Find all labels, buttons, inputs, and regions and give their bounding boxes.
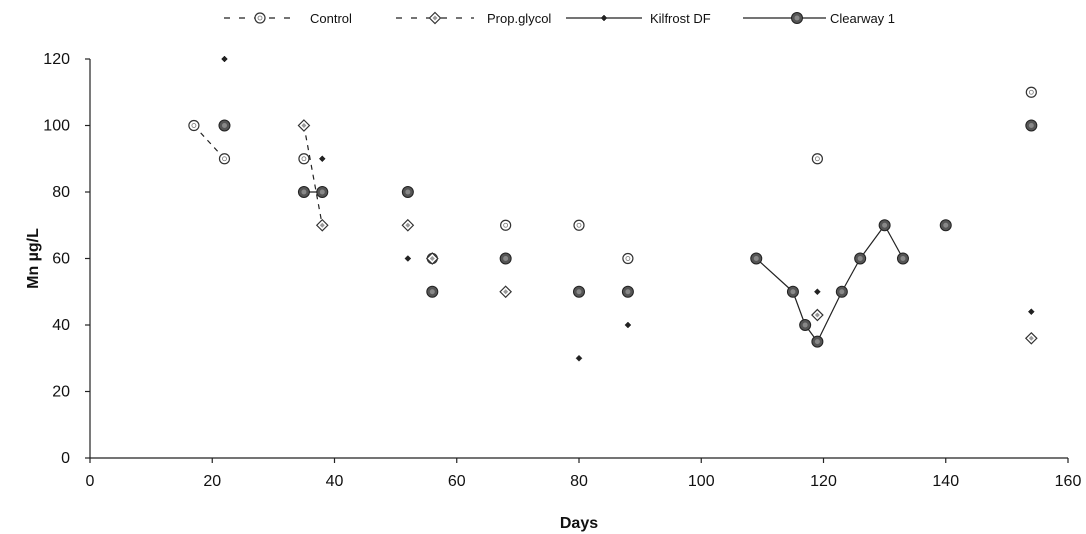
legend-label-prop-glycol: Prop.glycol bbox=[487, 11, 551, 26]
x-tick-label: 40 bbox=[326, 473, 344, 490]
clearway-1-point bbox=[621, 285, 634, 298]
y-tick-label: 60 bbox=[52, 251, 70, 268]
clearway-1-point bbox=[786, 285, 799, 298]
x-tick-label: 0 bbox=[86, 473, 95, 490]
kilfrost-df-point bbox=[318, 155, 326, 163]
y-tick-label: 80 bbox=[52, 184, 70, 201]
prop-glycol-line-segment bbox=[303, 125, 323, 226]
x-tick-label: 120 bbox=[810, 473, 837, 490]
legend-marker-control bbox=[254, 12, 266, 24]
control-point bbox=[298, 153, 310, 165]
control-point bbox=[188, 119, 200, 132]
prop-glycol-point bbox=[297, 119, 311, 132]
clearway-1-point bbox=[878, 219, 891, 232]
x-axis-ticks: 0 20 40 60 80 100 120 140 160 bbox=[86, 458, 1082, 490]
clearway-1-point bbox=[811, 335, 824, 348]
legend-item-clearway-1: Clearway 1 bbox=[743, 11, 895, 26]
control-point bbox=[500, 219, 512, 231]
clearway-1-line-segment bbox=[884, 224, 904, 259]
clearway-1-line-segment bbox=[755, 258, 794, 293]
x-axis-title: Days bbox=[560, 515, 598, 532]
prop-glycol-point bbox=[315, 218, 329, 232]
clearway-1-point bbox=[316, 186, 329, 198]
x-tick-label: 60 bbox=[448, 473, 466, 490]
x-tick-label: 160 bbox=[1055, 473, 1082, 490]
clearway-1-point bbox=[835, 285, 848, 298]
series-points bbox=[188, 55, 1038, 362]
clearway-1-point bbox=[297, 186, 310, 198]
y-tick-label: 100 bbox=[43, 118, 70, 135]
legend-label-control: Control bbox=[310, 11, 352, 26]
x-tick-label: 140 bbox=[932, 473, 959, 490]
y-axis-title: Mn µg/L bbox=[25, 228, 42, 289]
clearway-1-point bbox=[939, 219, 952, 232]
clearway-1-point bbox=[799, 319, 812, 331]
chart-legend: Control Prop.glycol Kilfrost DF Clearway 1 bbox=[224, 11, 895, 26]
legend-item-control: Control bbox=[224, 11, 352, 26]
kilfrost-df-point bbox=[1027, 308, 1035, 316]
clearway-1-point bbox=[426, 285, 439, 298]
x-tick-label: 100 bbox=[688, 473, 715, 490]
clearway-1-line-segment bbox=[841, 258, 861, 293]
control-point bbox=[811, 153, 823, 165]
clearway-1-point bbox=[750, 252, 763, 265]
clearway-1-point bbox=[854, 252, 867, 265]
legend-label-clearway-1: Clearway 1 bbox=[830, 11, 895, 26]
control-line-segment bbox=[193, 125, 225, 160]
x-tick-label: 20 bbox=[203, 473, 221, 490]
control-point bbox=[218, 153, 231, 165]
prop-glycol-point bbox=[811, 308, 824, 322]
legend-item-kilfrost-df: Kilfrost DF bbox=[566, 11, 711, 26]
kilfrost-df-point bbox=[814, 288, 821, 296]
y-axis-ticks: 0 20 40 60 80 100 120 bbox=[43, 51, 90, 467]
legend-item-prop-glycol: Prop.glycol bbox=[396, 11, 551, 26]
y-tick-label: 40 bbox=[52, 317, 70, 334]
kilfrost-df-point bbox=[624, 321, 632, 329]
control-point bbox=[573, 219, 585, 231]
kilfrost-df-point bbox=[404, 255, 412, 262]
clearway-1-line-segment bbox=[816, 291, 843, 342]
clearway-1-point bbox=[401, 186, 414, 198]
control-point bbox=[1025, 86, 1037, 98]
clearway-1-point bbox=[573, 285, 585, 298]
chart-axes bbox=[89, 59, 1068, 459]
y-tick-label: 0 bbox=[61, 450, 70, 467]
y-tick-label: 120 bbox=[43, 51, 70, 68]
x-tick-label: 80 bbox=[570, 473, 588, 490]
prop-glycol-point bbox=[1024, 331, 1038, 345]
clearway-1-point bbox=[499, 252, 512, 265]
clearway-1-line-segment bbox=[859, 224, 886, 259]
y-tick-label: 20 bbox=[52, 384, 70, 401]
legend-marker-kilfrost-df bbox=[600, 14, 608, 22]
legend-label-kilfrost-df: Kilfrost DF bbox=[650, 11, 711, 26]
clearway-1-point bbox=[1025, 119, 1038, 132]
clearway-1-point bbox=[896, 252, 909, 265]
prop-glycol-point bbox=[425, 252, 439, 265]
legend-marker-prop-glycol bbox=[428, 11, 442, 25]
prop-glycol-point bbox=[499, 285, 512, 299]
clearway-1-point bbox=[218, 119, 231, 132]
control-point bbox=[622, 252, 634, 265]
prop-glycol-point bbox=[401, 218, 415, 232]
kilfrost-df-point bbox=[221, 55, 228, 63]
legend-marker-clearway-1 bbox=[791, 12, 803, 24]
kilfrost-df-point bbox=[575, 354, 583, 362]
